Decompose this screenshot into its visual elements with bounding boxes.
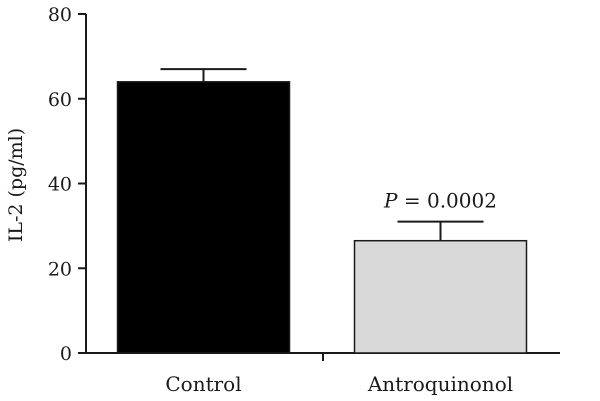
bars (116, 81, 528, 354)
x-axis: Control Antroquinonol (86, 352, 560, 396)
p-value-text: = 0.0002 (398, 189, 497, 213)
x-category-label: Control (165, 372, 241, 396)
error-bars (160, 68, 484, 241)
y-tick-label: 20 (48, 258, 72, 280)
y-tick-label: 80 (48, 4, 72, 26)
y-axis: 0 20 40 60 80 (48, 4, 87, 365)
y-axis-title: IL-2 (pg/ml) (5, 128, 27, 242)
y-tick-label: 0 (60, 343, 72, 365)
p-value-annotation: P = 0.0002 (383, 189, 497, 213)
p-value-symbol: P (383, 189, 398, 213)
y-tick-label: 60 (48, 89, 72, 111)
bar-control (116, 81, 291, 354)
x-category-label: Antroquinonol (367, 372, 513, 396)
bar-antroquinonol (353, 239, 528, 354)
y-tick-label: 40 (48, 174, 72, 196)
